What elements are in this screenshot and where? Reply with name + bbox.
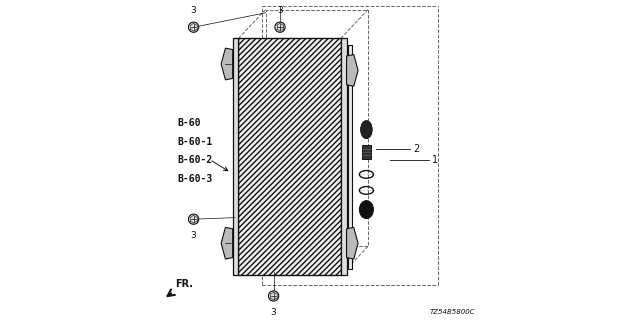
Ellipse shape	[361, 121, 372, 139]
Circle shape	[275, 22, 285, 32]
Text: B-60-1: B-60-1	[178, 137, 213, 147]
Bar	[233, 38, 238, 275]
Text: 1: 1	[432, 155, 438, 165]
Polygon shape	[221, 227, 233, 259]
Polygon shape	[239, 38, 340, 275]
Polygon shape	[221, 48, 233, 80]
Text: B-60: B-60	[178, 118, 201, 128]
Text: 3: 3	[277, 6, 283, 15]
Ellipse shape	[360, 201, 374, 219]
Circle shape	[188, 22, 198, 32]
Polygon shape	[347, 227, 358, 259]
Circle shape	[188, 214, 198, 224]
Bar	[340, 38, 347, 275]
Text: 3: 3	[191, 231, 196, 240]
Text: 2: 2	[413, 144, 419, 154]
Polygon shape	[347, 55, 358, 86]
Text: 3: 3	[271, 308, 276, 317]
Circle shape	[269, 291, 279, 301]
Text: B-60-3: B-60-3	[178, 174, 213, 184]
Text: TZ54B5800C: TZ54B5800C	[429, 309, 475, 315]
Bar	[348, 45, 352, 269]
Text: FR.: FR.	[175, 279, 193, 289]
Text: B-60-2: B-60-2	[178, 155, 213, 165]
Bar	[362, 145, 371, 159]
Text: 3: 3	[191, 6, 196, 15]
